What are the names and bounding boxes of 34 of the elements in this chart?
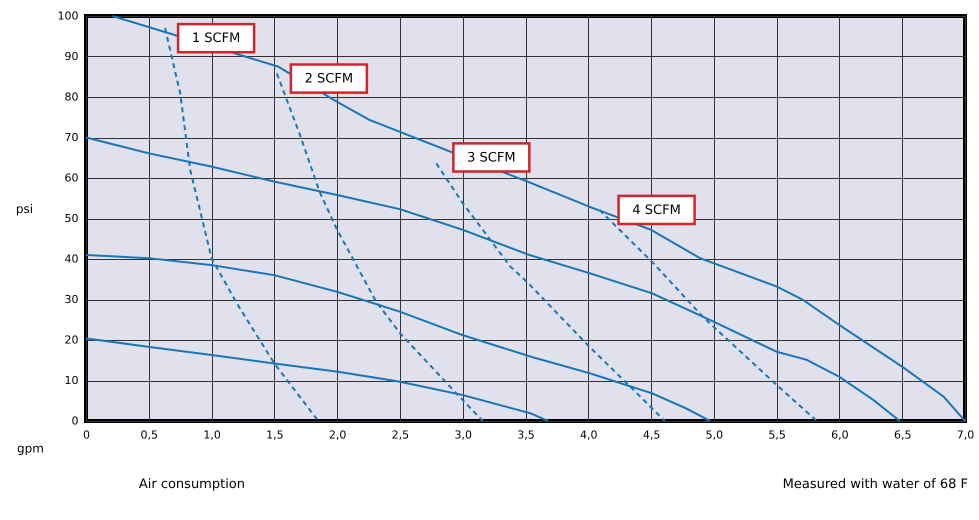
- x-axis-title: gpm: [17, 442, 44, 456]
- y-tick-label: 70: [64, 131, 78, 144]
- y-tick-label: 90: [64, 50, 78, 63]
- text: Measured with water of 68 F: [782, 477, 968, 492]
- x-tick-label: 4,0: [580, 428, 598, 442]
- x-tick-label: 3,5: [517, 428, 535, 442]
- y-axis-title: psi: [16, 202, 34, 216]
- y-tick-label: 60: [64, 172, 78, 184]
- y-tick-label: 30: [64, 293, 78, 306]
- x-tick-label: 7,0: [956, 428, 974, 442]
- x-tick-label: 4,5: [642, 428, 660, 442]
- y-tick-label: 80: [64, 90, 78, 104]
- y-tick-label: 40: [64, 252, 78, 266]
- text: Air consumption: [138, 477, 245, 492]
- x-tick-label: 3,0: [454, 428, 472, 442]
- y-tick-label: 50: [64, 212, 78, 225]
- annotation: 1 SCFM: [192, 31, 240, 46]
- x-tick-label: 5,5: [768, 428, 786, 442]
- x-tick-label: 2,5: [392, 428, 410, 442]
- y-tick-label: 100: [58, 10, 78, 22]
- x-tick-label: 0: [83, 428, 90, 442]
- y-tick-label: 20: [64, 334, 78, 346]
- x-tick-label: 6,0: [831, 428, 849, 442]
- x-tick-label: 1,0: [203, 428, 221, 442]
- x-tick-label: 5,0: [706, 428, 724, 442]
- y-tick-label: 10: [64, 374, 78, 387]
- annotation: 4 SCFM: [632, 202, 681, 218]
- x-tick-label: 6,5: [894, 428, 912, 442]
- annotation: 3 SCFM: [467, 150, 516, 166]
- x-tick-label: 0,5: [140, 428, 158, 442]
- y-tick-label: 0: [72, 414, 78, 428]
- x-tick-label: 1,5: [266, 428, 284, 442]
- annotation: 2 SCFM: [304, 72, 354, 87]
- x-tick-label: 2,0: [328, 428, 346, 442]
